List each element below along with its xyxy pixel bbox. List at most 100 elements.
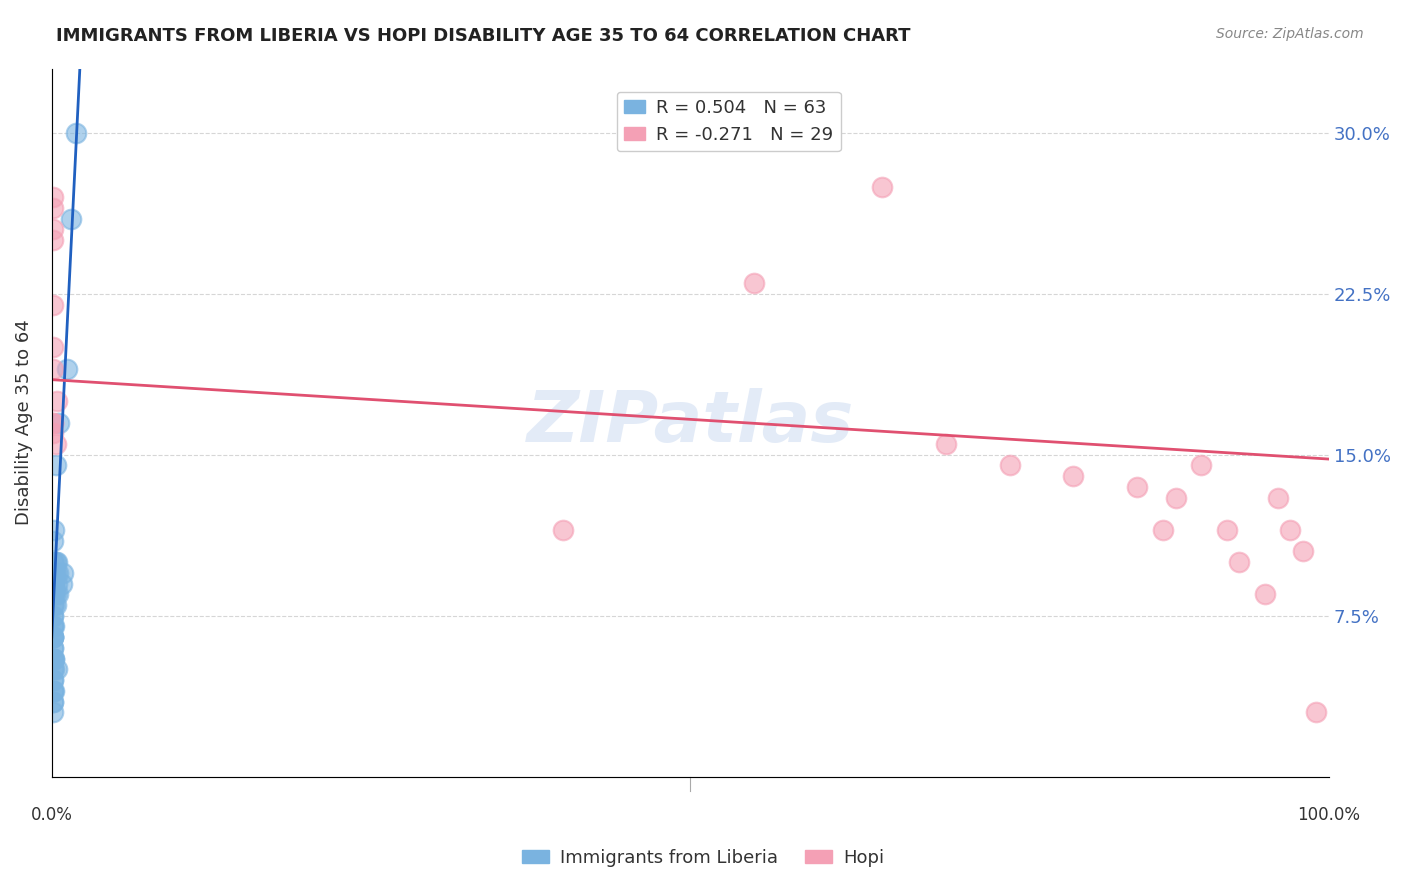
Point [45,458,67,473]
Point [42,362,65,376]
Point [42,673,65,687]
Point [44,576,66,591]
Point [65,126,87,140]
Point [44,683,66,698]
Point [42,233,65,247]
Point [1126,480,1149,494]
Point [42,651,65,665]
Point [1254,587,1277,601]
Point [45,437,67,451]
Point [42,683,65,698]
Point [51,576,73,591]
Point [1152,523,1174,537]
Point [1292,544,1315,558]
Text: 0.0%: 0.0% [31,806,73,824]
Point [42,694,65,708]
Point [42,694,65,708]
Point [42,566,65,580]
Point [42,566,65,580]
Point [42,576,65,591]
Point [42,416,65,430]
Point [42,587,65,601]
Point [44,555,66,569]
Point [42,651,65,665]
Point [42,587,65,601]
Point [48,416,70,430]
Point [42,630,65,644]
Point [44,598,66,612]
Point [1279,523,1302,537]
Point [42,608,65,623]
Point [42,630,65,644]
Point [45,555,67,569]
Point [1164,491,1187,505]
Point [45,566,67,580]
Point [1305,705,1327,719]
Point [44,576,66,591]
Point [44,523,66,537]
Point [42,190,65,204]
Point [1267,491,1289,505]
Point [42,608,65,623]
Point [42,426,65,441]
Point [42,297,65,311]
Point [42,576,65,591]
Point [42,587,65,601]
Point [42,587,65,601]
Point [52,566,75,580]
Point [42,630,65,644]
Point [42,201,65,215]
Point [45,394,67,409]
Point [56,362,79,376]
Point [42,640,65,655]
Point [42,341,65,355]
Point [42,555,65,569]
Point [42,598,65,612]
Point [42,662,65,676]
Point [44,566,66,580]
Point [42,416,65,430]
Point [42,587,65,601]
Text: ZIPatlas: ZIPatlas [527,388,853,457]
Point [46,566,69,580]
Point [551,523,574,537]
Point [46,587,69,601]
Point [42,619,65,633]
Point [1227,555,1250,569]
Point [935,437,957,451]
Point [998,458,1021,473]
Text: Source: ZipAtlas.com: Source: ZipAtlas.com [1216,27,1364,41]
Text: 100.0%: 100.0% [1298,806,1360,824]
Point [1062,469,1084,483]
Point [44,651,66,665]
Point [42,673,65,687]
Point [42,683,65,698]
Point [44,587,66,601]
Point [44,662,66,676]
Point [42,587,65,601]
Point [870,179,893,194]
Point [44,619,66,633]
Point [42,587,65,601]
Point [59,211,82,226]
Point [45,662,67,676]
Point [42,222,65,236]
Point [44,651,66,665]
Point [42,630,65,644]
Point [42,619,65,633]
Point [42,640,65,655]
Point [42,705,65,719]
Y-axis label: Disability Age 35 to 64: Disability Age 35 to 64 [15,319,32,525]
Point [45,598,67,612]
Point [1189,458,1212,473]
Point [44,566,66,580]
Point [42,533,65,548]
Point [1215,523,1237,537]
Legend: Immigrants from Liberia, Hopi: Immigrants from Liberia, Hopi [515,842,891,874]
Point [742,276,765,290]
Text: IMMIGRANTS FROM LIBERIA VS HOPI DISABILITY AGE 35 TO 64 CORRELATION CHART: IMMIGRANTS FROM LIBERIA VS HOPI DISABILI… [56,27,911,45]
Point [45,587,67,601]
Point [45,555,67,569]
Point [45,576,67,591]
Legend: R = 0.504   N = 63, R = -0.271   N = 29: R = 0.504 N = 63, R = -0.271 N = 29 [617,92,841,151]
